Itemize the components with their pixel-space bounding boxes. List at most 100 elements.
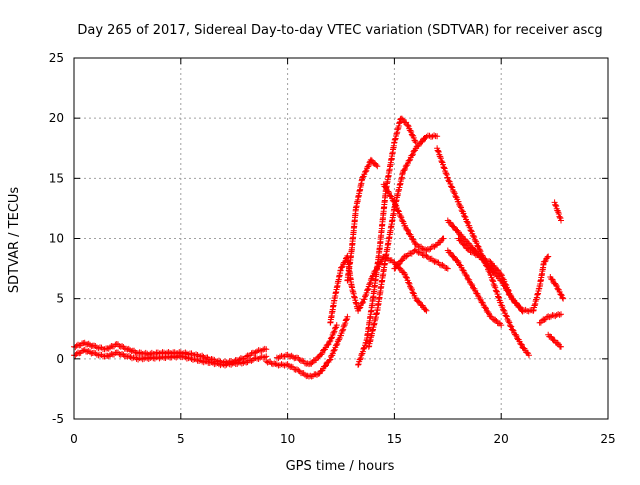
data-point <box>525 308 532 315</box>
data-point <box>441 164 448 171</box>
data-point <box>461 241 468 248</box>
data-point <box>264 359 271 366</box>
data-point <box>409 152 416 159</box>
data-point <box>494 266 501 273</box>
data-point <box>364 286 371 293</box>
data-point <box>327 356 334 363</box>
data-point <box>342 320 349 327</box>
data-point <box>545 253 552 260</box>
data-point <box>463 271 470 278</box>
plot-area <box>71 115 567 380</box>
data-point <box>505 287 512 294</box>
data-point <box>373 161 380 168</box>
data-point <box>489 277 496 284</box>
data-point <box>470 249 477 256</box>
data-point <box>107 344 114 351</box>
data-point <box>404 122 411 129</box>
y-tick-label: -5 <box>52 412 64 426</box>
x-tick-label: 25 <box>600 432 615 446</box>
data-point <box>363 289 370 296</box>
data-point <box>318 351 325 358</box>
data-point <box>299 357 306 364</box>
data-point <box>73 350 80 357</box>
data-point <box>392 201 399 208</box>
series-dip-low <box>273 322 340 368</box>
data-point <box>135 350 142 357</box>
data-point <box>119 343 126 350</box>
data-point <box>394 207 401 214</box>
data-point <box>499 304 506 311</box>
data-point <box>360 346 367 353</box>
series-baseline <box>71 339 270 366</box>
x-tick-label: 20 <box>494 432 509 446</box>
data-point <box>423 247 430 254</box>
data-point <box>408 131 415 138</box>
data-point <box>409 151 416 158</box>
data-point <box>356 305 363 312</box>
data-point <box>439 261 446 268</box>
data-point <box>405 279 412 286</box>
y-tick-label: 5 <box>56 292 64 306</box>
data-point <box>399 257 406 264</box>
data-point <box>554 285 561 292</box>
data-point <box>339 263 346 270</box>
data-point <box>468 281 475 288</box>
data-point <box>108 350 115 357</box>
data-point <box>107 352 114 359</box>
data-point <box>263 358 270 365</box>
x-tick-label: 10 <box>280 432 295 446</box>
series-tail-b <box>536 311 565 326</box>
data-point <box>418 139 425 146</box>
data-point <box>505 318 512 325</box>
data-point <box>355 361 362 368</box>
data-point <box>494 293 501 300</box>
data-point <box>402 273 409 280</box>
data-point <box>434 147 441 154</box>
data-point <box>558 217 565 224</box>
data-point <box>412 240 419 247</box>
data-point <box>301 371 308 378</box>
data-point <box>443 170 450 177</box>
x-tick-label: 15 <box>387 432 402 446</box>
data-point <box>451 189 458 196</box>
data-point <box>426 246 433 253</box>
data-point <box>443 171 450 178</box>
data-point <box>482 304 489 311</box>
data-point <box>355 361 362 368</box>
data-point <box>503 313 510 320</box>
data-point <box>441 165 448 172</box>
data-point <box>409 289 416 296</box>
series-arc-b <box>355 115 419 368</box>
data-point <box>558 343 565 350</box>
data-point <box>473 240 480 247</box>
data-point <box>518 341 525 348</box>
data-point <box>444 265 451 272</box>
data-point <box>414 248 421 255</box>
data-point <box>87 349 94 356</box>
data-point <box>360 345 367 352</box>
data-point <box>508 323 515 330</box>
data-point <box>326 338 333 345</box>
y-tick-label: 15 <box>49 171 64 185</box>
data-point <box>498 271 505 278</box>
data-point <box>450 223 457 230</box>
data-point <box>278 361 285 368</box>
series-arc-f <box>391 246 451 272</box>
data-point <box>328 334 335 341</box>
data-point <box>435 148 442 155</box>
axes: 0 5 10 15 20 25 -5 0 5 10 15 20 25 <box>49 51 616 446</box>
data-point <box>403 253 410 260</box>
data-point <box>326 357 333 364</box>
data-point <box>501 280 508 287</box>
data-point <box>509 326 516 333</box>
data-point <box>395 261 402 268</box>
data-point <box>406 157 413 164</box>
data-point <box>552 281 559 288</box>
data-point <box>343 316 350 323</box>
data-point <box>457 204 464 211</box>
data-point <box>461 213 468 220</box>
series-desc-d <box>455 235 526 314</box>
y-axis-label: SDTVAR / TECUs <box>7 187 22 294</box>
data-point <box>468 227 475 234</box>
